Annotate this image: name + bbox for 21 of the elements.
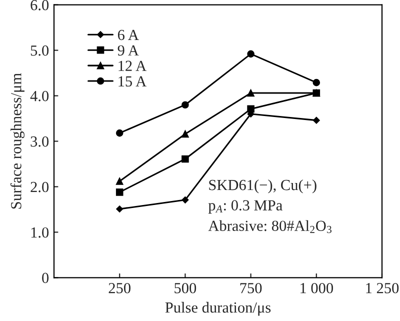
- y-tick-label: 0: [42, 272, 49, 284]
- legend-label: 15 A: [118, 76, 146, 87]
- annotation: SKD61(−), Cu(+): [209, 179, 316, 194]
- y-tick-label: 6.0: [30, 0, 49, 10]
- y-tick-label: 5.0: [30, 45, 49, 56]
- legend-label: 6 A: [118, 30, 139, 40]
- x-axis-title: Pulse duration/μs: [165, 302, 271, 316]
- y-tick-label: 4.0: [30, 90, 49, 102]
- legend-label: 12 A: [118, 60, 146, 71]
- x-tick-label: 750: [240, 282, 262, 294]
- annotation: Abrasive: 80#Al$_{2}$O$_{3}$: [208, 220, 332, 234]
- annotation: p$_{A}$: 0.3 MPa: [208, 200, 282, 214]
- x-tick-label: 1 000: [300, 282, 334, 294]
- x-tick-label: 500: [174, 282, 196, 294]
- x-tick-label: 1 250: [366, 282, 399, 294]
- x-tick-label: 250: [108, 282, 130, 294]
- y-tick-label: 1.0: [31, 227, 49, 238]
- y-axis-title: Surface roughness/μm: [10, 73, 24, 209]
- y-tick-label: 2.0: [30, 182, 49, 192]
- y-tick-label: 3.0: [30, 136, 49, 147]
- legend-label: 9 A: [118, 45, 139, 56]
